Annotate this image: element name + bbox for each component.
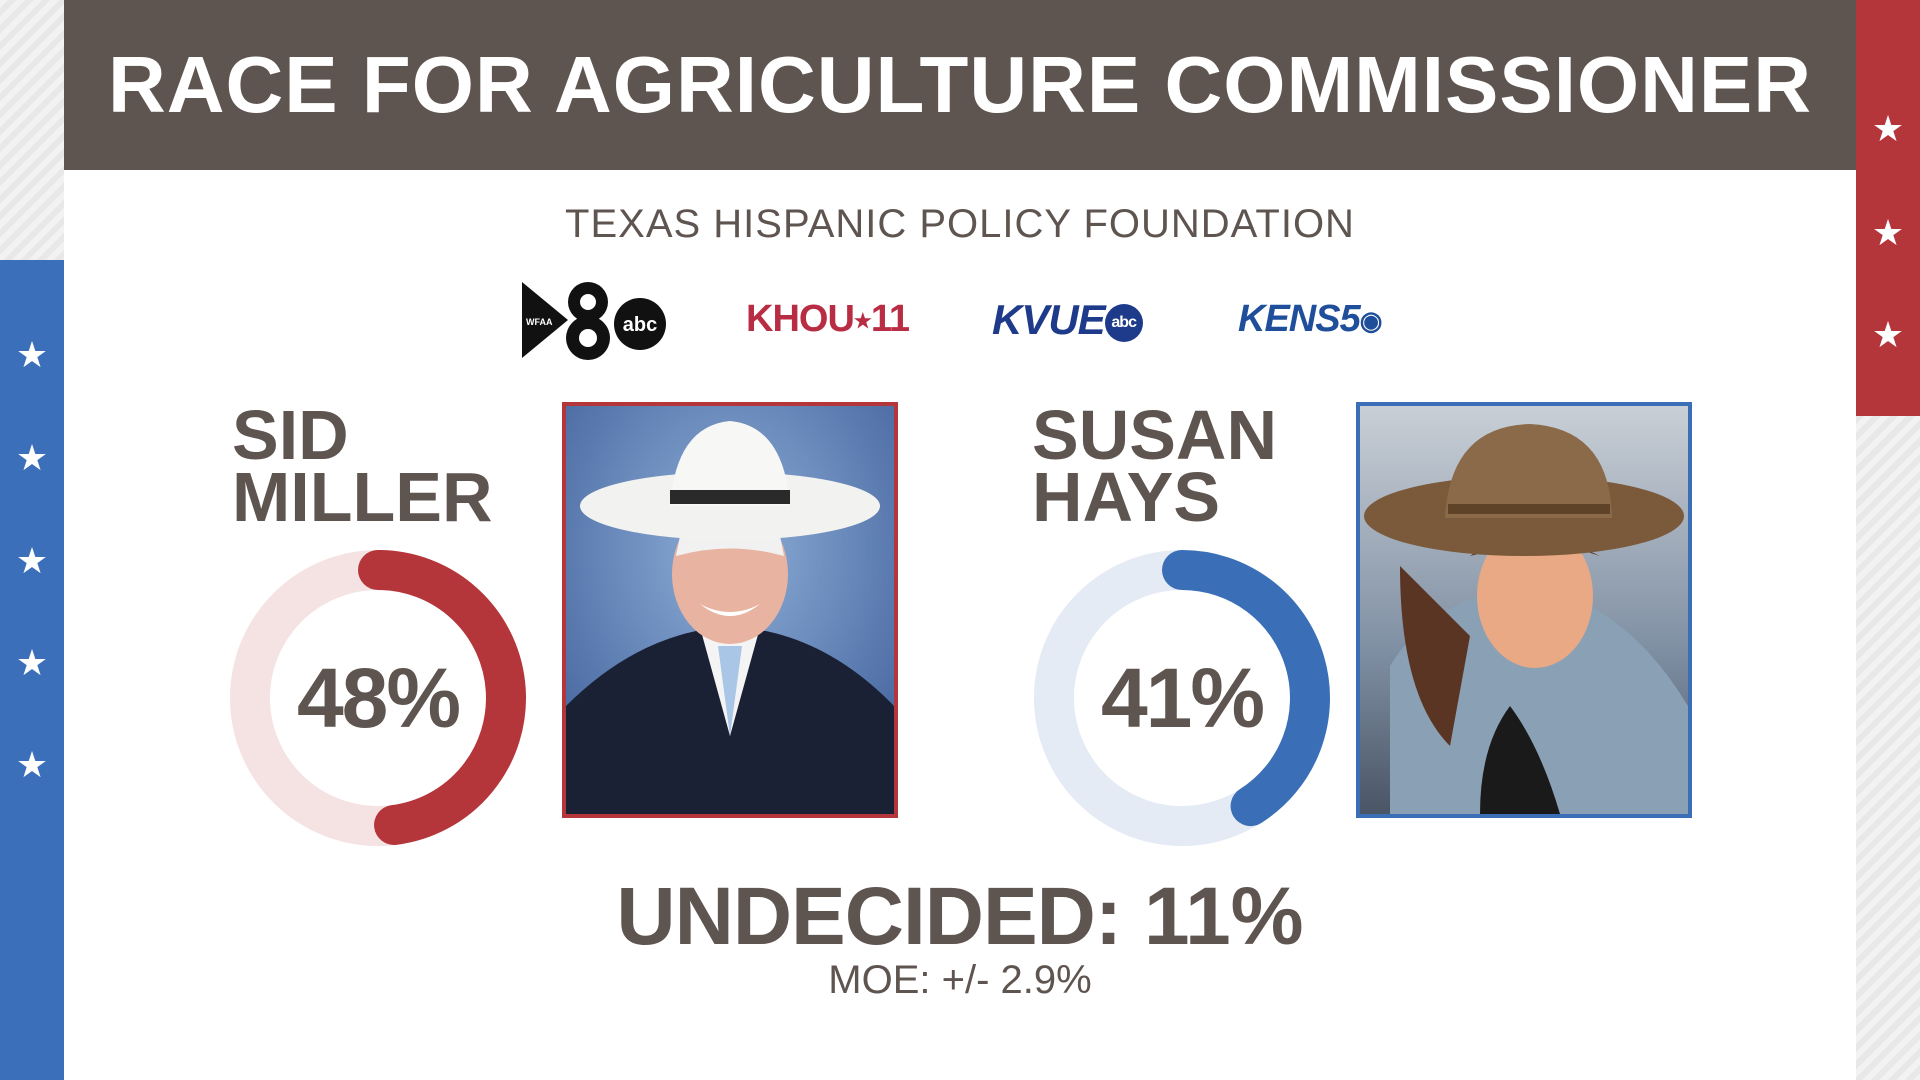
candidate-name-hays: SUSAN HAYS	[1032, 396, 1278, 536]
star-icon: ★	[853, 310, 872, 333]
star-icon: ★	[15, 745, 49, 786]
right-red-band: ★ ★ ★	[1856, 0, 1920, 416]
star-icon: ★	[15, 541, 49, 582]
undecided-stat: UNDECIDED: 11%	[0, 876, 1920, 958]
candidate-name-miller: SID MILLER	[232, 396, 493, 536]
undecided-label: UNDECIDED:	[616, 871, 1122, 962]
star-icon: ★	[15, 438, 49, 479]
wfaa-small-text: WFAA	[526, 317, 553, 327]
kens-logo: KENS5◉	[1238, 298, 1383, 341]
candidate-photo-hays	[1356, 402, 1692, 818]
left-blue-band: ★ ★ ★ ★ ★	[0, 260, 64, 1080]
donut-chart-miller	[230, 550, 526, 846]
kvue-abc-badge: abc	[1104, 303, 1143, 342]
khou-text: KHOU	[746, 298, 855, 340]
undecided-value: 11%	[1143, 871, 1304, 962]
cbs-eye-icon: ◉	[1359, 305, 1383, 336]
station-logos: WFAA abc KHOU★11 KVUE abc KENS5◉	[0, 278, 1920, 362]
donut-value-arc	[358, 550, 526, 845]
star-icon: ★	[1871, 109, 1905, 150]
star-icon: ★	[15, 643, 49, 684]
percent-label-hays: 41%	[1100, 651, 1265, 745]
candidate-first-name: SID	[232, 396, 349, 474]
candidate-first-name: SUSAN	[1032, 396, 1278, 474]
candidate-last-name: HAYS	[1032, 458, 1221, 536]
page-title: RACE FOR AGRICULTURE COMMISSIONER	[107, 40, 1813, 129]
star-icon: ★	[15, 335, 49, 376]
portrait-image	[566, 406, 894, 814]
percent-label-miller: 48%	[296, 651, 461, 745]
star-icon: ★	[1871, 213, 1905, 254]
wfaa-abc-text: abc	[623, 314, 657, 336]
khou-number: 11	[870, 298, 910, 340]
donut-value-arc	[1162, 550, 1330, 827]
portrait-image	[1360, 406, 1688, 814]
khou-logo: KHOU★11	[746, 298, 910, 341]
title-bar: RACE FOR AGRICULTURE COMMISSIONER	[64, 0, 1856, 170]
kens-number: 5	[1339, 298, 1361, 340]
donut-chart-hays	[1034, 550, 1330, 846]
kens-text: KENS	[1238, 298, 1341, 340]
candidate-last-name: MILLER	[232, 458, 493, 536]
poll-source: TEXAS HISPANIC POLICY FOUNDATION	[565, 202, 1355, 246]
candidate-photo-miller	[562, 402, 898, 818]
star-icon: ★	[1871, 315, 1905, 356]
wfaa-logo: WFAA abc	[522, 282, 666, 360]
margin-of-error: MOE: +/- 2.9%	[828, 958, 1092, 1002]
kvue-text: KVUE	[992, 296, 1106, 343]
kvue-logo: KVUE abc	[992, 296, 1143, 344]
